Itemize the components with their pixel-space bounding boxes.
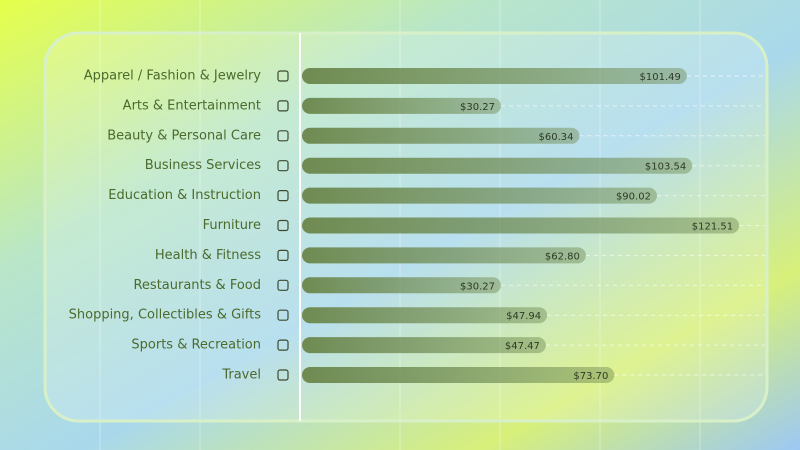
category-label: Furniture <box>203 218 261 233</box>
value-label: $90.02 <box>616 192 651 203</box>
category-icon <box>277 190 289 202</box>
category-icon <box>277 279 289 291</box>
bar <box>302 337 546 354</box>
value-label: $47.47 <box>505 341 540 352</box>
value-label: $101.49 <box>640 72 681 83</box>
category-label: Beauty & Personal Care <box>107 128 261 143</box>
category-icon <box>277 309 289 321</box>
bar <box>302 367 615 383</box>
bar <box>302 187 657 204</box>
category-label: Health & Fitness <box>155 248 261 263</box>
value-label: $62.80 <box>545 251 580 262</box>
category-label: Education & Instruction <box>108 188 261 203</box>
category-label: Apparel / Fashion & Jewelry <box>84 69 262 84</box>
bar <box>302 217 740 234</box>
category-icon <box>277 339 289 351</box>
category-label: Arts & Entertainment <box>123 98 261 113</box>
category-icon <box>277 70 289 82</box>
bar <box>302 247 586 264</box>
value-label: $60.34 <box>538 132 573 143</box>
category-label: Travel <box>221 368 261 383</box>
category-label: Restaurants & Food <box>133 278 261 293</box>
bar <box>302 68 687 84</box>
value-label: $47.94 <box>506 311 541 322</box>
category-icon <box>277 249 289 261</box>
category-label: Sports & Recreation <box>131 338 261 353</box>
bar <box>302 157 693 174</box>
value-label: $30.27 <box>460 281 495 292</box>
value-label: $121.51 <box>692 222 733 233</box>
category-icon <box>277 160 289 172</box>
category-icon <box>277 219 289 232</box>
category-label: Shopping, Collectibles & Gifts <box>69 308 262 323</box>
value-label: $73.70 <box>573 371 608 382</box>
bar <box>302 277 502 294</box>
category-label: Business Services <box>145 158 262 173</box>
category-icon <box>277 100 289 112</box>
bar <box>302 307 548 324</box>
bar <box>302 127 580 144</box>
category-icon <box>277 369 289 381</box>
value-label: $30.27 <box>460 102 495 113</box>
bar <box>302 97 502 114</box>
value-label: $103.54 <box>645 162 686 173</box>
category-icon <box>277 130 289 142</box>
